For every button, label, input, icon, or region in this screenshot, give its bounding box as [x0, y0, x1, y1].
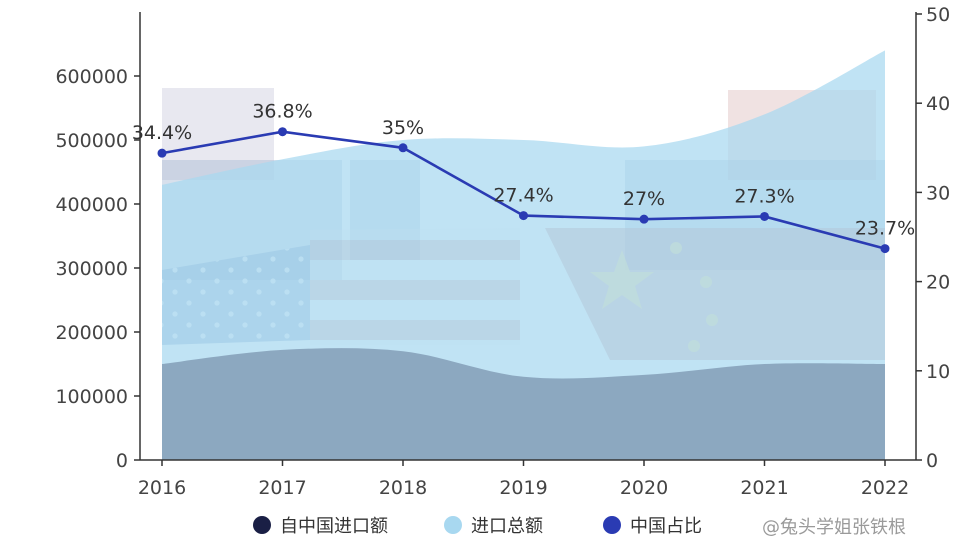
y-left-tick-label: 500000 [55, 130, 128, 152]
area-china-import [162, 348, 885, 460]
x-tick-label: 2016 [138, 477, 186, 499]
legend-label: 中国占比 [630, 516, 702, 537]
share-data-label: 35% [382, 117, 424, 139]
x-tick-label: 2020 [620, 477, 668, 499]
axes-layer: 0 100000 200000 300000 400000 500000 600000 0 10… [55, 4, 950, 499]
legend-label: 自中国进口额 [280, 516, 388, 537]
legend-marker [603, 516, 621, 534]
y-left-tick-label: 200000 [55, 322, 128, 344]
labels-layer: 34.4% 36.8% 35% 27.4% 27% 27.3% 23.7% [132, 101, 915, 240]
share-point [398, 143, 408, 153]
share-data-label: 27.4% [493, 185, 553, 207]
area-total-import [162, 50, 885, 461]
share-point [519, 211, 528, 221]
y-right-tick-label: 50 [926, 4, 950, 26]
share-point [880, 244, 890, 254]
share-point [157, 148, 167, 158]
y-left-tick-label: 0 [116, 450, 128, 472]
y-right-tick-label: 30 [926, 182, 950, 204]
share-data-label: 27.3% [734, 185, 794, 207]
y-right-tick-label: 0 [926, 450, 938, 472]
y-right-tick-label: 40 [926, 93, 950, 115]
legend-marker [444, 516, 462, 534]
y-left-tick-label: 400000 [55, 194, 128, 216]
x-tick-label: 2018 [379, 477, 427, 499]
share-data-label: 34.4% [132, 122, 192, 144]
share-data-label: 36.8% [252, 101, 312, 123]
series-layer [157, 50, 890, 461]
legend-label: 进口总额 [471, 516, 543, 537]
share-data-label: 23.7% [855, 218, 915, 240]
y-left-tick-label: 300000 [55, 258, 128, 280]
share-point [760, 211, 769, 221]
share-point [278, 127, 287, 137]
y-right-tick-label: 10 [926, 361, 950, 383]
y-left-tick-label: 600000 [55, 66, 128, 88]
y-right-tick-label: 20 [926, 272, 950, 294]
legend-marker [253, 516, 271, 534]
watermark-text: @兔头学姐张铁根 [762, 517, 906, 538]
x-tick-label: 2022 [861, 477, 909, 499]
x-tick-label: 2019 [499, 477, 547, 499]
x-tick-label: 2021 [740, 477, 788, 499]
y-left-tick-label: 100000 [55, 386, 128, 408]
x-tick-label: 2017 [258, 477, 306, 499]
share-data-label: 27% [623, 188, 665, 210]
legend: 自中国进口额 进口总额 中国占比 [253, 516, 702, 537]
share-point [639, 214, 649, 224]
